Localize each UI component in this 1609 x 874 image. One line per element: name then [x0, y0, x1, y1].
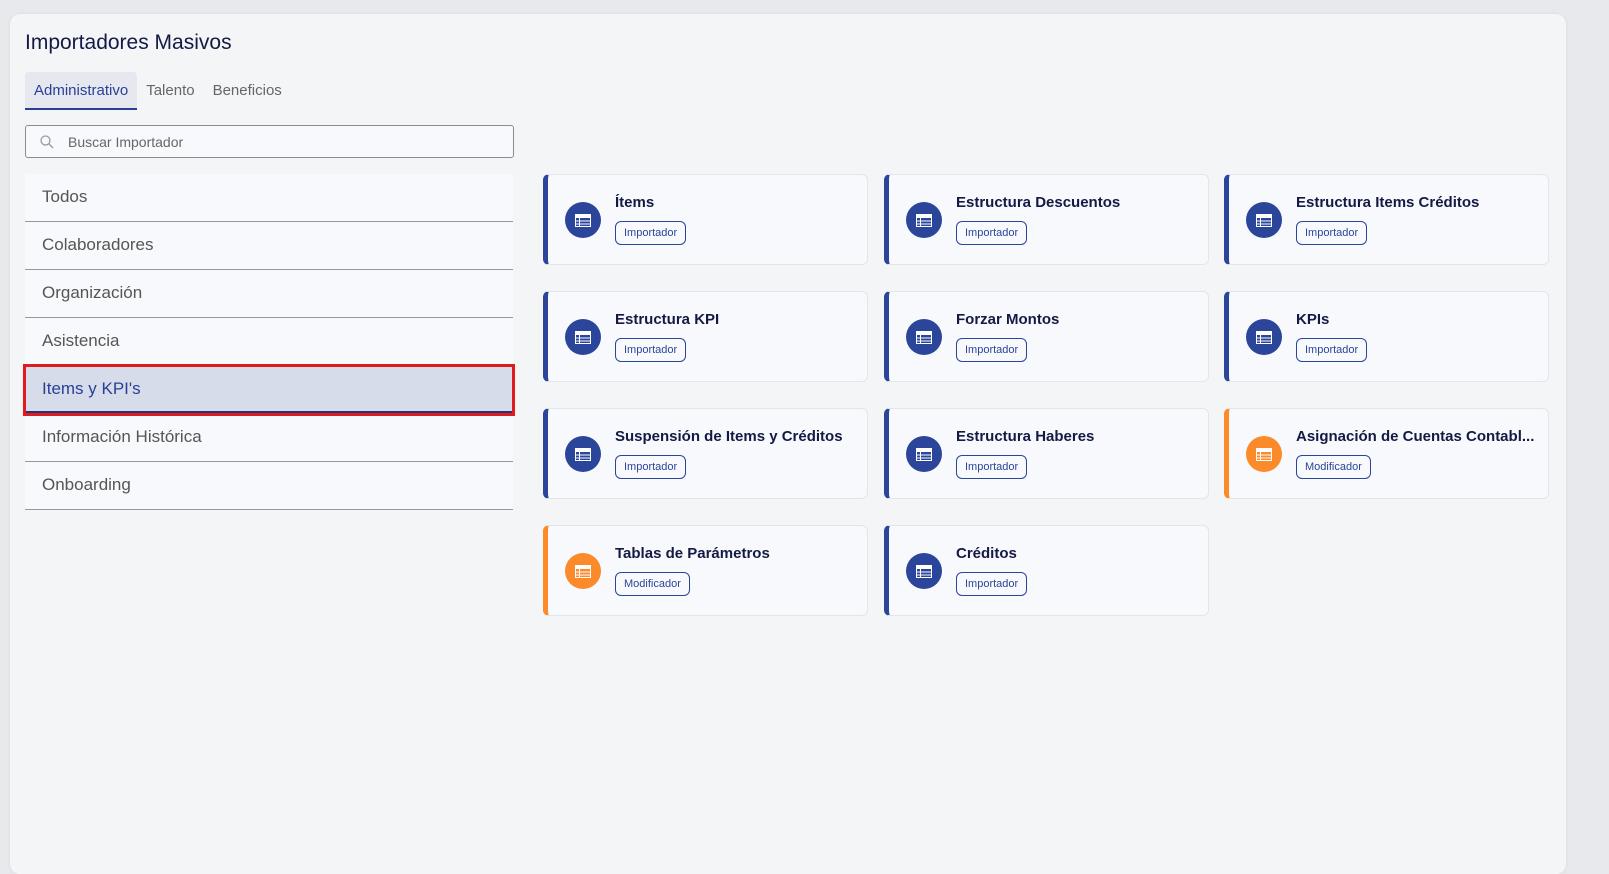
tabs: Administrativo Talento Beneficios — [25, 72, 291, 110]
page-title: Importadores Masivos — [25, 31, 232, 54]
card-type-badge: Importador — [615, 338, 687, 362]
category-items-kpis[interactable]: Items y KPI's — [23, 364, 515, 416]
table-icon — [906, 319, 942, 355]
card-type-badge: Modificador — [1296, 455, 1371, 479]
card-type-badge: Importador — [1296, 338, 1368, 362]
table-icon — [1246, 319, 1282, 355]
importer-card[interactable]: Estructura Haberes Importador — [884, 408, 1209, 499]
importer-card[interactable]: Suspensión de Items y Créditos Importado… — [543, 408, 868, 499]
card-type-badge: Importador — [956, 221, 1028, 245]
main-panel: Importadores Masivos Administrativo Tale… — [10, 14, 1566, 874]
card-title: Ítems — [615, 194, 655, 211]
table-icon — [565, 202, 601, 238]
tab-administrativo[interactable]: Administrativo — [25, 72, 138, 110]
importer-card[interactable]: Forzar Montos Importador — [884, 291, 1209, 382]
table-icon — [906, 202, 942, 238]
tab-beneficios[interactable]: Beneficios — [212, 82, 282, 99]
card-title: Estructura KPI — [615, 311, 720, 328]
search-icon — [40, 134, 54, 148]
category-list: Todos Colaboradores Organización Asisten… — [23, 174, 515, 510]
card-title: Estructura Items Créditos — [1296, 194, 1480, 211]
card-title: KPIs — [1296, 311, 1330, 328]
category-todos[interactable]: Todos — [25, 174, 513, 222]
table-icon — [565, 319, 601, 355]
importer-card[interactable]: Ítems Importador — [543, 174, 868, 265]
category-informacion-historica[interactable]: Información Histórica — [25, 414, 513, 462]
card-title: Estructura Descuentos — [956, 194, 1121, 211]
category-asistencia[interactable]: Asistencia — [25, 318, 513, 366]
table-icon — [1246, 202, 1282, 238]
category-onboarding[interactable]: Onboarding — [25, 462, 513, 510]
importer-card[interactable]: Asignación de Cuentas Contabl... Modific… — [1224, 408, 1549, 499]
card-type-badge: Importador — [956, 455, 1028, 479]
search-input[interactable] — [68, 133, 448, 150]
table-icon — [906, 553, 942, 589]
card-title: Forzar Montos — [956, 311, 1060, 328]
card-title: Asignación de Cuentas Contabl... — [1296, 428, 1535, 445]
table-icon — [565, 436, 601, 472]
card-type-badge: Importador — [615, 455, 687, 479]
table-icon — [906, 436, 942, 472]
importer-card[interactable]: Estructura Descuentos Importador — [884, 174, 1209, 265]
card-title: Suspensión de Items y Créditos — [615, 428, 843, 445]
importer-card[interactable]: KPIs Importador — [1224, 291, 1549, 382]
card-title: Créditos — [956, 545, 1017, 562]
card-type-badge: Importador — [1296, 221, 1368, 245]
importer-card[interactable]: Créditos Importador — [884, 525, 1209, 616]
importer-card[interactable]: Tablas de Parámetros Modificador — [543, 525, 868, 616]
table-icon — [1246, 436, 1282, 472]
search-box[interactable] — [25, 125, 514, 158]
card-type-badge: Modificador — [615, 572, 690, 596]
card-title: Estructura Haberes — [956, 428, 1095, 445]
card-title: Tablas de Parámetros — [615, 545, 770, 562]
tab-talento[interactable]: Talento — [146, 82, 195, 99]
importer-card[interactable]: Estructura Items Créditos Importador — [1224, 174, 1549, 265]
table-icon — [565, 553, 601, 589]
category-organizacion[interactable]: Organización — [25, 270, 513, 318]
card-type-badge: Importador — [615, 221, 687, 245]
card-type-badge: Importador — [956, 572, 1028, 596]
category-colaboradores[interactable]: Colaboradores — [25, 222, 513, 270]
card-type-badge: Importador — [956, 338, 1028, 362]
importer-card[interactable]: Estructura KPI Importador — [543, 291, 868, 382]
